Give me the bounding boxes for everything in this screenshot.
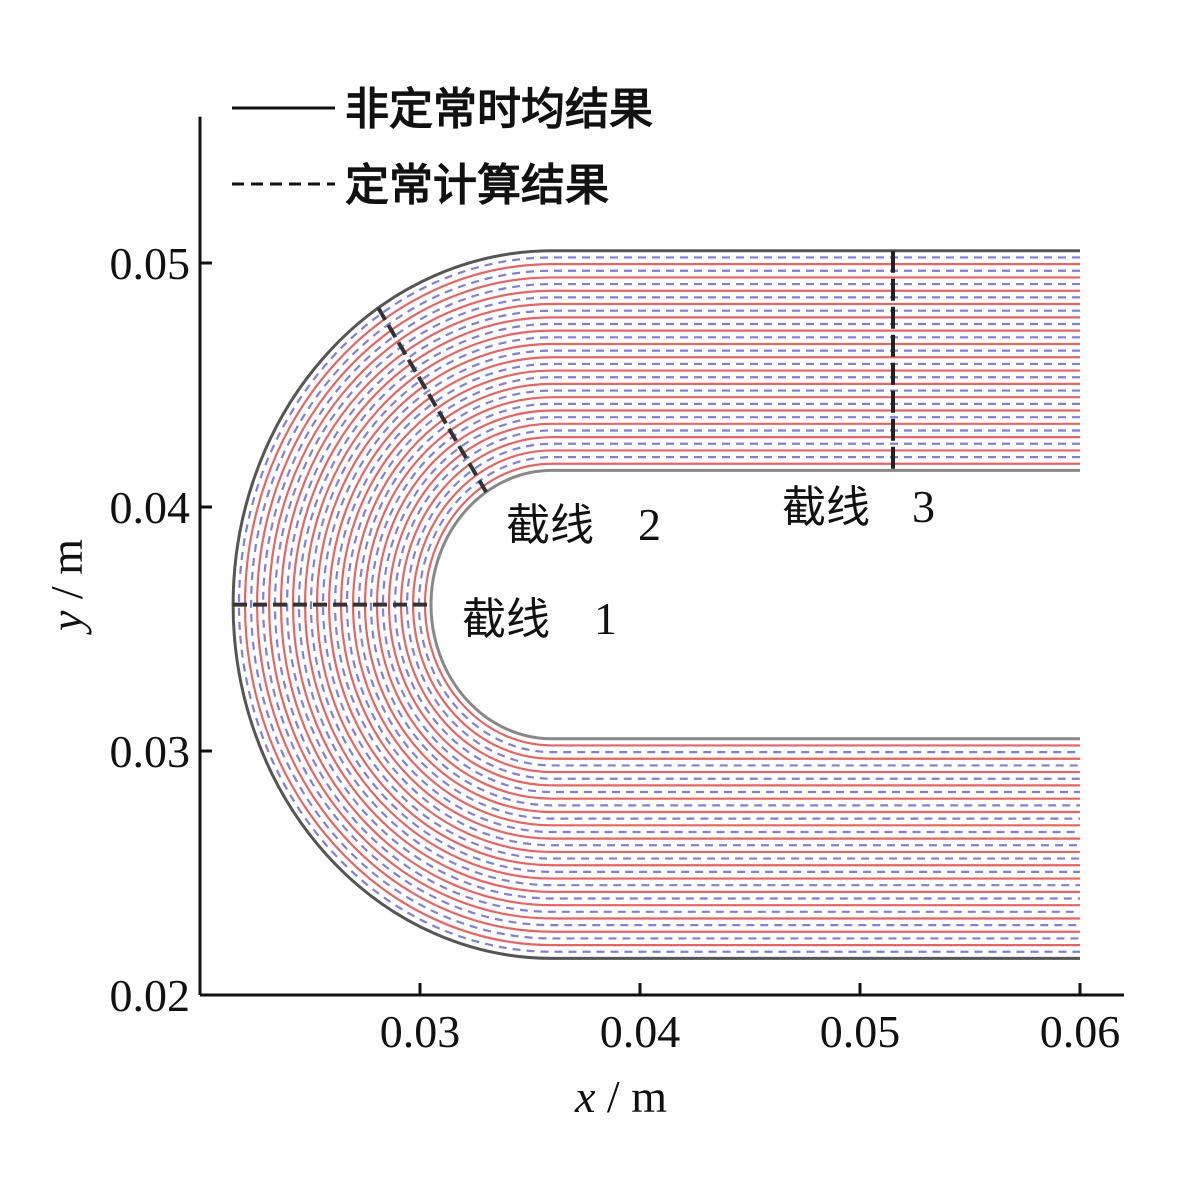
steady-streamline xyxy=(405,442,1080,767)
steady-streamline xyxy=(249,269,1080,940)
legend-label-steady: 定常计算结果 xyxy=(345,160,609,211)
x-tick-label: 0.06 xyxy=(1040,1006,1121,1057)
y-tick-label: 0.03 xyxy=(110,726,191,777)
steady-streamline xyxy=(297,322,1080,887)
annotation-3-number: 3 xyxy=(912,481,935,532)
legend-entry-steady: 定常计算结果 xyxy=(232,160,609,211)
section-lines xyxy=(233,250,895,607)
unsteady-streamline xyxy=(339,369,1080,840)
section-line-2 xyxy=(376,306,488,494)
y-axis-title: y / m xyxy=(41,539,92,635)
steady-streamline xyxy=(321,349,1080,860)
annotation-section-2: 截线 2 xyxy=(506,499,661,551)
steady-streamline xyxy=(345,376,1080,834)
y-axis-variable: y xyxy=(41,610,92,635)
annotation-1-label: 截线 xyxy=(462,594,550,645)
unsteady-streamline xyxy=(327,356,1080,854)
y-tick-label: 0.02 xyxy=(110,970,191,1021)
y-axis-slash: / xyxy=(41,586,92,599)
annotation-2-label: 截线 xyxy=(506,500,594,551)
legend: 非定常时均结果 定常计算结果 xyxy=(232,84,653,211)
x-tick-label: 0.03 xyxy=(380,1006,461,1057)
annotation-section-1: 截线 1 xyxy=(462,593,617,645)
x-axis-slash: / xyxy=(607,1071,620,1122)
unsteady-streamline xyxy=(387,422,1080,787)
legend-entry-unsteady: 非定常时均结果 xyxy=(232,84,653,135)
unsteady-streamline xyxy=(267,289,1080,920)
svg-text:x / m: x / m xyxy=(574,1071,667,1122)
y-tick-label: 0.05 xyxy=(110,238,191,289)
svg-text:y / m: y / m xyxy=(41,539,92,635)
annotation-2-number: 2 xyxy=(638,499,661,550)
steady-streamline xyxy=(309,336,1080,873)
steady-streamline xyxy=(261,282,1080,927)
annotation-1-number: 1 xyxy=(594,593,617,644)
steady-streamline xyxy=(285,309,1080,900)
y-tick-label: 0.04 xyxy=(110,482,191,533)
steady-streamline xyxy=(237,256,1080,953)
x-tick-label: 0.04 xyxy=(600,1006,681,1057)
steady-streamline xyxy=(381,416,1080,794)
steady-streamline xyxy=(369,402,1080,807)
x-axis-unit: m xyxy=(631,1071,667,1122)
x-axis-title: x / m xyxy=(574,1071,667,1122)
x-axis-variable: x xyxy=(574,1071,596,1122)
legend-label-unsteady: 非定常时均结果 xyxy=(345,84,653,135)
inner-wall xyxy=(429,468,1080,741)
y-axis-unit: m xyxy=(41,539,92,575)
annotation-3-label: 截线 xyxy=(782,482,870,533)
annotation-section-3: 截线 3 xyxy=(782,481,935,533)
x-tick-label: 0.05 xyxy=(820,1006,901,1057)
axes: 0.03 0.04 0.05 0.06 0.02 0.03 0.04 0.05 xyxy=(110,116,1124,1057)
